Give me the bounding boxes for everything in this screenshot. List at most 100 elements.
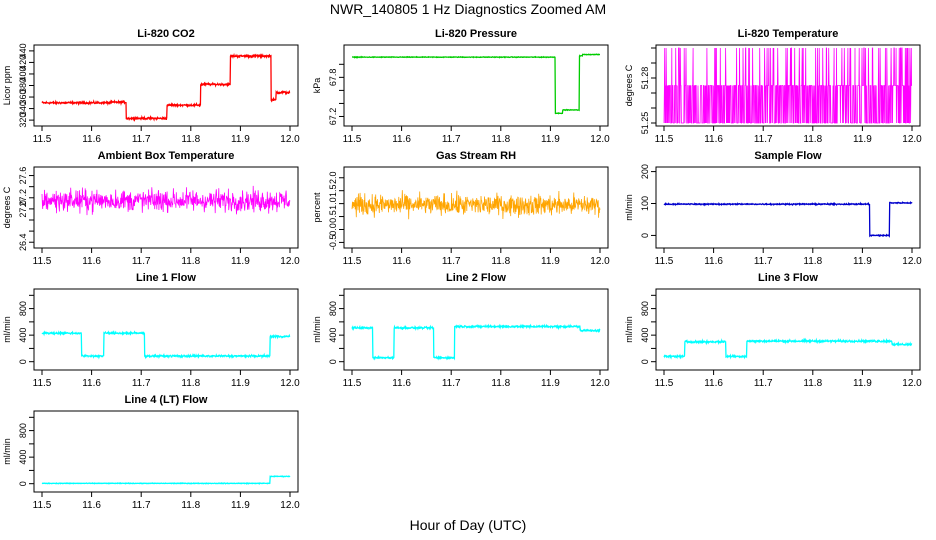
chart-title: Line 4 (LT) Flow	[125, 394, 208, 406]
x-axis-title: Hour of Day (UTC)	[409, 517, 527, 533]
x-tick-label: 12.0	[902, 256, 922, 267]
y-tick-label: 0	[18, 359, 28, 364]
chart-title: Li-820 Temperature	[738, 28, 839, 40]
x-tick-label: 11.6	[392, 256, 411, 267]
x-tick-label: 11.5	[655, 134, 674, 145]
x-tick-label: 11.9	[541, 134, 560, 145]
x-tick-label: 11.7	[754, 134, 773, 145]
plot-frame	[33, 288, 299, 371]
data-series	[351, 323, 601, 361]
y-tick-label: 27.6	[18, 167, 28, 185]
y-axis-label: Licor ppm	[2, 66, 12, 106]
y-tick-label: 400	[18, 328, 28, 343]
x-tick-label: 11.5	[343, 134, 362, 145]
chart-panel-6: Sample Flow 11.5 11.6 11.7 11.8 11.9 12.0 0 100 2…	[624, 150, 922, 267]
x-tick-label: 11.9	[231, 134, 250, 145]
x-tick-label: 11.7	[132, 378, 151, 389]
chart-title: Line 2 Flow	[446, 272, 506, 284]
chart-title: Sample Flow	[754, 150, 822, 162]
x-tick-label: 11.9	[231, 378, 250, 389]
x-tick-label: 12.0	[902, 134, 922, 145]
data-series	[41, 185, 291, 216]
x-tick-label: 11.5	[655, 378, 674, 389]
x-tick-label: 11.5	[33, 500, 52, 511]
data-series	[352, 53, 600, 115]
y-tick-label: 340	[18, 101, 28, 116]
y-axis-label: ml/min	[312, 316, 322, 343]
x-tick-label: 11.7	[442, 256, 461, 267]
y-tick-label: 800	[18, 423, 28, 438]
x-tick-label: 11.6	[392, 134, 411, 145]
x-tick-label: 11.8	[803, 378, 822, 389]
x-tick-label: 12.0	[590, 256, 610, 267]
chart-panel-7: Line 1 Flow 11.5 11.6 11.7 11.8 11.9 12.0 0 400 8…	[2, 272, 300, 389]
plot-frame	[655, 166, 921, 249]
figure-title: NWR_140805 1 Hz Diagnostics Zoomed AM	[329, 1, 607, 17]
y-axis-label: ml/min	[2, 316, 12, 343]
x-tick-label: 11.8	[491, 256, 510, 267]
y-tick-label: 2.0	[328, 172, 338, 185]
x-tick-label: 11.5	[33, 256, 52, 267]
x-tick-label: 11.5	[343, 378, 362, 389]
data-series	[663, 337, 913, 360]
chart-title: Line 1 Flow	[136, 272, 196, 284]
data-series	[41, 330, 291, 360]
chart-title: Gas Stream RH	[436, 150, 516, 162]
x-tick-label: 11.9	[853, 134, 872, 145]
x-tick-label: 11.6	[82, 378, 101, 389]
y-tick-label: 27.0	[18, 200, 28, 218]
data-series	[663, 200, 913, 239]
chart-panel-4: Ambient Box Temperature 11.5 11.6 11.7 11.8 1…	[2, 150, 300, 267]
plot-frame	[33, 166, 299, 249]
y-axis-label: ml/min	[2, 438, 12, 465]
x-tick-label: 11.7	[442, 378, 461, 389]
x-tick-label: 12.0	[280, 500, 300, 511]
y-tick-label: 400	[18, 66, 28, 81]
x-tick-label: 11.8	[803, 134, 822, 145]
x-tick-label: 11.6	[82, 134, 101, 145]
y-tick-label: 800	[18, 301, 28, 316]
y-tick-label: 67.8	[328, 69, 338, 87]
x-tick-label: 11.8	[181, 378, 200, 389]
y-axis-label: percent	[312, 192, 322, 223]
plot-frame	[655, 44, 921, 127]
x-tick-label: 11.5	[343, 256, 362, 267]
y-tick-label: -0.5	[328, 235, 338, 251]
y-tick-label: 0	[640, 359, 650, 364]
x-tick-label: 11.5	[655, 256, 674, 267]
chart-panel-3: Li-820 Temperature 11.5 11.6 11.7 11.8 11.9 12…	[624, 28, 922, 145]
data-series	[41, 52, 291, 123]
x-tick-label: 11.9	[231, 500, 250, 511]
plot-frame	[343, 288, 609, 371]
y-tick-label: 0	[18, 481, 28, 486]
x-tick-label: 12.0	[590, 378, 610, 389]
x-tick-label: 11.7	[132, 500, 151, 511]
y-tick-label: 1.5	[328, 184, 338, 197]
x-tick-label: 12.0	[902, 378, 922, 389]
y-tick-label: 440	[18, 43, 28, 58]
y-tick-label: 0.0	[328, 223, 338, 236]
plot-frame	[33, 410, 299, 493]
x-tick-label: 11.8	[181, 134, 200, 145]
chart-title: Li-820 CO2	[137, 28, 194, 40]
y-tick-label: 51.28	[640, 67, 650, 90]
x-tick-label: 12.0	[590, 134, 610, 145]
x-tick-label: 12.0	[280, 134, 300, 145]
chart-panel-8: Line 2 Flow 11.5 11.6 11.7 11.8 11.9 12.0 0 400 8…	[312, 272, 610, 389]
chart-panel-5: Gas Stream RH 11.5 11.6 11.7 11.8 11.9 12.0 -0.…	[312, 150, 610, 267]
x-tick-label: 11.7	[754, 378, 773, 389]
y-tick-label: 0	[328, 359, 338, 364]
x-tick-label: 11.5	[33, 378, 52, 389]
x-tick-label: 11.6	[704, 378, 723, 389]
x-tick-label: 11.6	[82, 256, 101, 267]
data-series	[351, 190, 601, 220]
x-tick-label: 11.6	[704, 134, 723, 145]
data-series	[41, 475, 291, 485]
y-tick-label: 100	[640, 196, 650, 211]
chart-panel-10: Line 4 (LT) Flow 11.5 11.6 11.7 11.8 11.9 12.0…	[2, 394, 300, 511]
x-tick-label: 11.9	[541, 378, 560, 389]
data-series	[663, 47, 912, 124]
y-axis-label: degrees C	[2, 186, 12, 228]
x-tick-label: 11.9	[231, 256, 250, 267]
